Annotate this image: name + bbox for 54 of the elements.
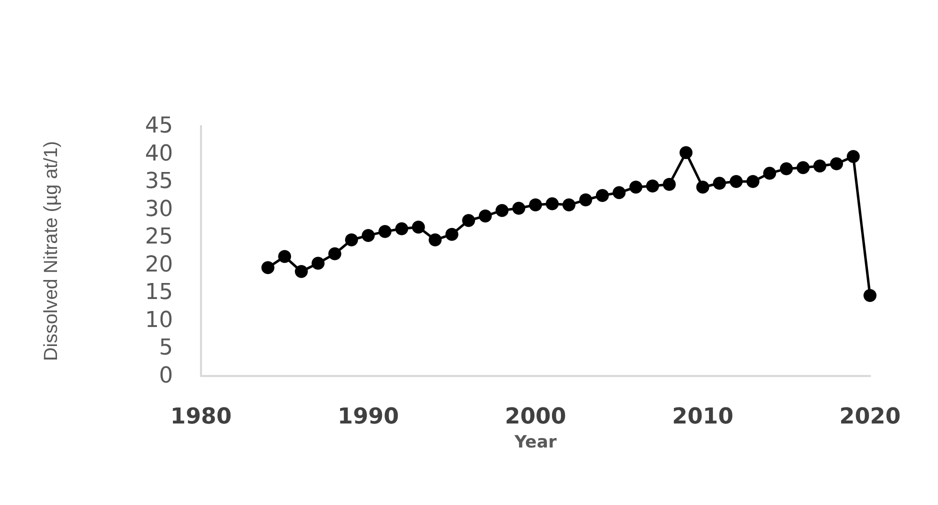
point bbox=[579, 193, 592, 206]
point bbox=[813, 160, 826, 172]
point bbox=[445, 228, 458, 241]
y-tick-label: 15 bbox=[145, 280, 173, 306]
y-tick-label: 20 bbox=[145, 252, 173, 278]
x-tick-label: 2000 bbox=[504, 404, 566, 430]
point bbox=[696, 180, 710, 194]
point bbox=[730, 175, 743, 188]
point bbox=[462, 214, 476, 227]
point bbox=[345, 233, 358, 246]
y-tick-label: 25 bbox=[145, 224, 173, 250]
point bbox=[612, 186, 626, 200]
point bbox=[328, 247, 342, 260]
y-tick-label: 30 bbox=[145, 196, 173, 222]
x-tick-label: 2020 bbox=[839, 404, 901, 430]
point bbox=[864, 288, 876, 302]
point bbox=[780, 162, 793, 176]
point bbox=[278, 250, 292, 264]
point bbox=[496, 204, 509, 217]
point bbox=[629, 180, 642, 194]
point bbox=[746, 175, 760, 188]
point bbox=[378, 225, 392, 238]
y-tick-label: 5 bbox=[159, 336, 173, 361]
point bbox=[395, 222, 408, 236]
y-tick-label: 0 bbox=[159, 364, 173, 388]
point bbox=[362, 228, 375, 242]
x-tick-label: 1980 bbox=[170, 404, 232, 430]
point bbox=[412, 220, 425, 234]
point bbox=[646, 180, 660, 192]
point bbox=[512, 202, 526, 215]
point bbox=[712, 176, 726, 190]
point bbox=[763, 166, 776, 180]
y-tick-label: 45 bbox=[145, 114, 173, 138]
point bbox=[294, 265, 308, 278]
point bbox=[428, 233, 442, 246]
y-tick-label: 40 bbox=[145, 141, 173, 166]
point bbox=[546, 197, 559, 210]
point bbox=[830, 157, 844, 170]
y-tick-label: 35 bbox=[145, 169, 173, 194]
point bbox=[796, 161, 810, 174]
point bbox=[662, 178, 676, 191]
y-axis-title: Dissolved Nitrate (µg at/1) bbox=[41, 140, 62, 362]
x-tick-label: 1990 bbox=[338, 404, 399, 430]
point bbox=[680, 146, 693, 160]
point bbox=[261, 261, 274, 274]
point bbox=[312, 256, 325, 270]
point bbox=[846, 150, 860, 164]
y-tick-label: 10 bbox=[145, 308, 173, 333]
point bbox=[596, 188, 609, 202]
point bbox=[529, 198, 542, 212]
x-tick-label: 2010 bbox=[672, 404, 734, 430]
x-axis-title: Year bbox=[513, 432, 558, 452]
point bbox=[562, 198, 576, 212]
point bbox=[478, 210, 492, 222]
